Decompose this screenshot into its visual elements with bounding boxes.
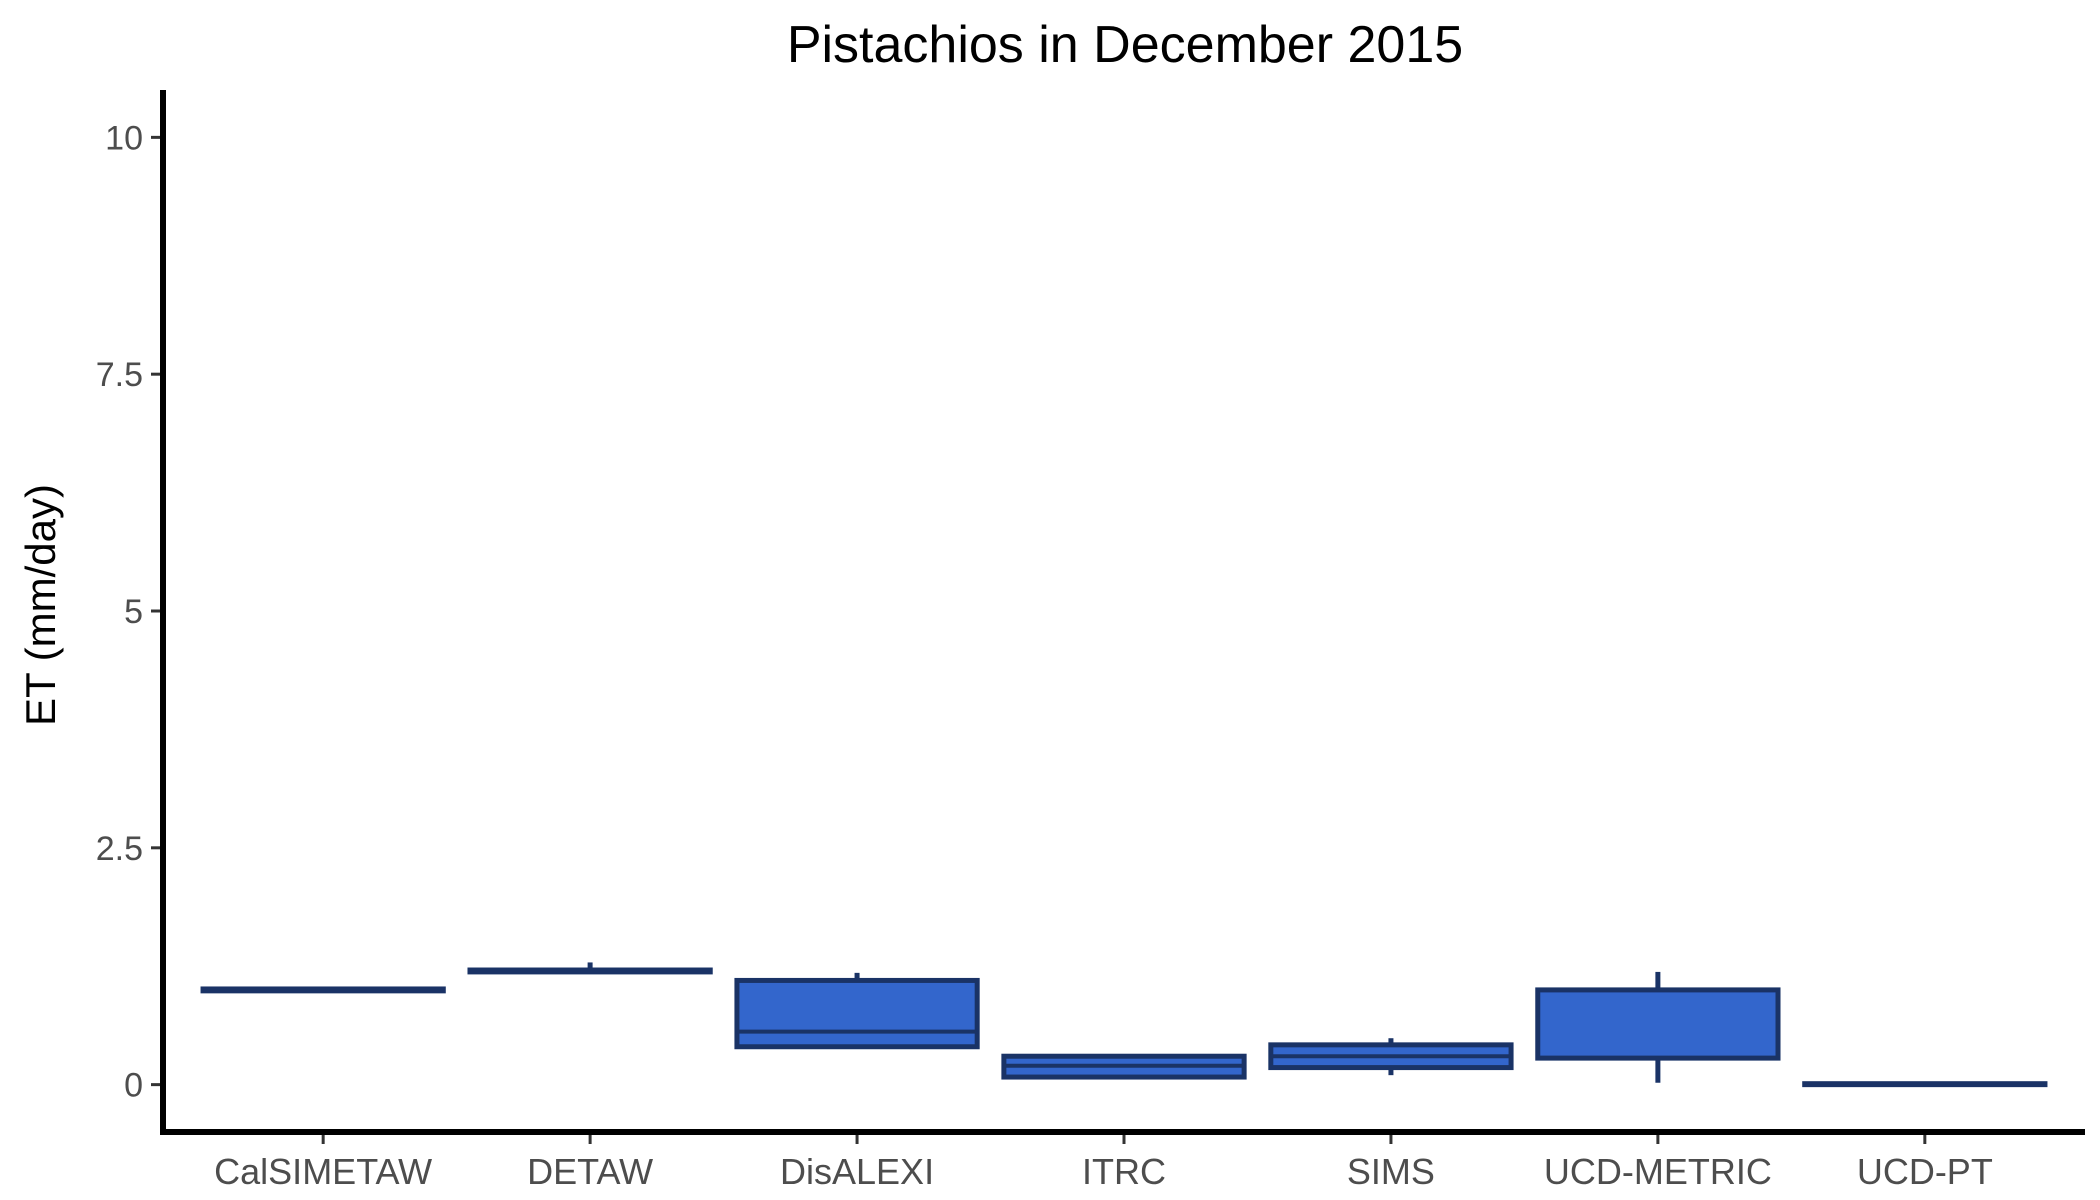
x-tick-label: ITRC <box>1082 1151 1166 1192</box>
x-tick-label: DETAW <box>527 1151 653 1192</box>
box-sims <box>1268 1038 1514 1076</box>
y-tick-label: 2.5 <box>96 830 143 868</box>
x-tick-label: CalSIMETAW <box>214 1151 432 1192</box>
box-disalexi <box>734 972 980 1050</box>
x-tick-label: SIMS <box>1347 1151 1435 1192</box>
box-itrc <box>1001 1053 1247 1080</box>
plot-area: 0 2.5 5 7.5 10 CalSIMETAW DETAW DisALEXI ITRC SIM… <box>96 119 2048 1192</box>
x-tick-label: UCD-METRIC <box>1544 1151 1772 1192</box>
chart-title: Pistachios in December 2015 <box>787 16 1463 74</box>
x-tick-label: UCD-PT <box>1857 1151 1993 1192</box>
y-tick-label: 5 <box>124 593 143 631</box>
y-tick-label: 10 <box>105 119 143 157</box>
y-tick-label: 0 <box>124 1067 143 1105</box>
box-ucd-pt <box>1802 1081 2048 1088</box>
box-ucd-metric <box>1535 971 1781 1083</box>
y-tick-label: 7.5 <box>96 356 143 394</box>
x-tick-label: DisALEXI <box>780 1151 934 1192</box>
y-axis-label: ET (mm/day) <box>17 484 64 726</box>
box-detaw <box>467 962 713 975</box>
box-body <box>734 977 980 1050</box>
box-body <box>1535 987 1781 1061</box>
box-calsimetaw <box>200 986 446 994</box>
